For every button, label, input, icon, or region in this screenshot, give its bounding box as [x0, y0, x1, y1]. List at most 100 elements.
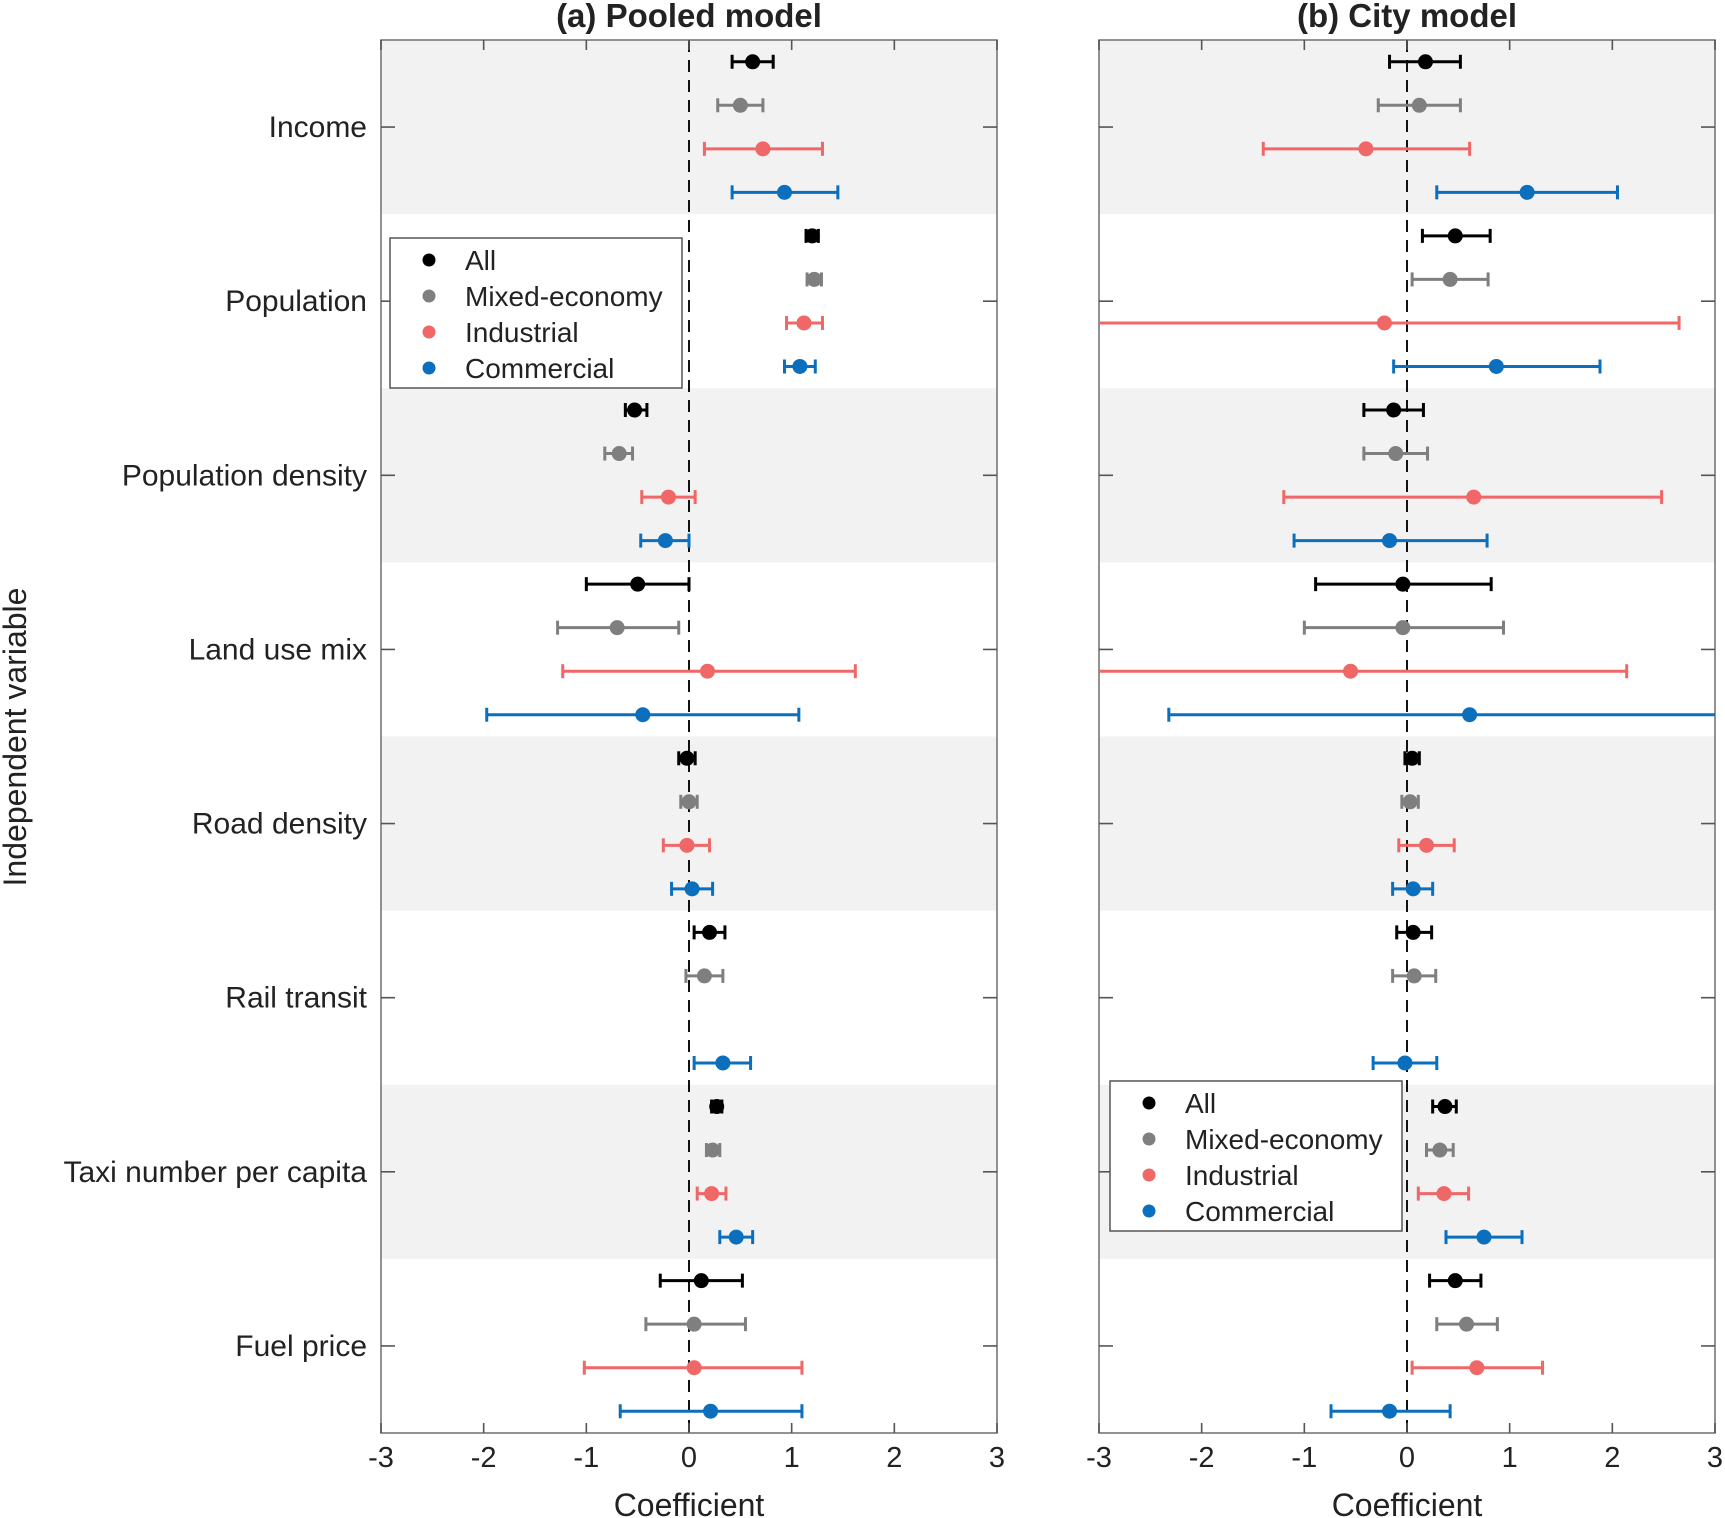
y-category-label-population: Population	[225, 285, 367, 318]
point-all-taxi-number-per-capita	[1437, 1099, 1453, 1115]
point-industrial-fuel-price	[686, 1360, 702, 1376]
y-axis-label: Independent variable	[0, 588, 33, 887]
panel-title: (b) City model	[1297, 0, 1517, 34]
point-industrial-taxi-number-per-capita	[704, 1186, 720, 1202]
legend-label-all: All	[465, 245, 496, 276]
point-industrial-population-density	[1466, 489, 1482, 505]
legend-marker-industrial	[422, 325, 436, 339]
legend-label-all: All	[1185, 1088, 1216, 1119]
legend-marker-mixed-economy	[422, 289, 436, 303]
point-all-rail-transit	[1405, 924, 1421, 940]
point-all-population-density	[627, 402, 643, 418]
y-category-label-taxi-number-per-capita: Taxi number per capita	[64, 1156, 368, 1189]
point-all-fuel-price	[693, 1273, 709, 1289]
y-category-label-road-density: Road density	[192, 808, 367, 841]
point-industrial-land-use-mix	[1343, 663, 1359, 679]
point-all-income	[745, 54, 761, 70]
y-category-label-income: Income	[269, 111, 367, 144]
point-all-fuel-price	[1447, 1273, 1463, 1289]
x-tick-label: 0	[1399, 1442, 1415, 1474]
point-commercial-rail-transit	[715, 1055, 731, 1071]
legend: All Mixed-economy Industrial Commercial	[389, 237, 683, 389]
point-all-population-density	[1386, 402, 1402, 418]
point-mixed-economy-land-use-mix	[609, 620, 625, 636]
point-mixed-economy-income	[1411, 97, 1427, 113]
legend-marker-commercial	[422, 361, 436, 375]
point-industrial-taxi-number-per-capita	[1436, 1186, 1452, 1202]
x-tick-label: -3	[368, 1442, 394, 1474]
point-all-population	[1447, 228, 1463, 244]
point-commercial-taxi-number-per-capita	[728, 1229, 744, 1245]
point-industrial-land-use-mix	[699, 663, 715, 679]
legend-label-mixed-economy: Mixed-economy	[1185, 1124, 1383, 1155]
point-mixed-economy-fuel-price	[686, 1316, 702, 1332]
legend-marker-commercial	[1142, 1204, 1156, 1218]
y-category-label-land-use-mix: Land use mix	[189, 633, 367, 666]
point-industrial-population-density	[660, 489, 676, 505]
x-tick-label: 3	[989, 1442, 1005, 1474]
point-commercial-population	[792, 358, 808, 374]
x-axis-label: Coefficient	[1332, 1487, 1483, 1518]
legend-label-industrial: Industrial	[465, 317, 579, 348]
point-all-income	[1417, 54, 1433, 70]
y-category-label-population-density: Population density	[122, 459, 367, 492]
point-all-land-use-mix	[1395, 576, 1411, 592]
point-commercial-population	[1488, 358, 1504, 374]
legend-box	[389, 237, 683, 389]
panel-title: (a) Pooled model	[556, 0, 822, 34]
x-tick-label: 2	[886, 1442, 902, 1474]
point-mixed-economy-population	[806, 271, 822, 287]
point-all-rail-transit	[702, 924, 718, 940]
x-tick-label: -3	[1086, 1442, 1112, 1474]
legend-marker-all	[1142, 1096, 1156, 1110]
point-industrial-income	[755, 141, 771, 157]
point-all-road-density	[679, 750, 695, 766]
point-all-land-use-mix	[630, 576, 646, 592]
point-mixed-economy-taxi-number-per-capita	[705, 1142, 721, 1158]
x-tick-label: 2	[1604, 1442, 1620, 1474]
x-tick-label: 1	[784, 1442, 800, 1474]
legend-box	[1109, 1080, 1403, 1232]
point-commercial-income	[776, 184, 792, 200]
point-all-road-density	[1404, 750, 1420, 766]
category-band-population-density	[1099, 388, 1715, 563]
point-mixed-economy-rail-transit	[696, 968, 712, 984]
city-model-panel: -3 -2 -1 0 1 2 3 (b) City model Coefficient All Mi…	[1086, 0, 1723, 1518]
legend-marker-all	[422, 253, 436, 267]
x-tick-label: -2	[471, 1442, 497, 1474]
point-industrial-fuel-price	[1469, 1360, 1485, 1376]
point-mixed-economy-population-density	[1388, 446, 1404, 462]
category-band-population-density	[381, 388, 997, 563]
point-industrial-population	[1376, 315, 1392, 331]
legend-label-commercial: Commercial	[465, 353, 614, 384]
legend-marker-industrial	[1142, 1168, 1156, 1182]
y-category-label-fuel-price: Fuel price	[235, 1330, 367, 1363]
point-commercial-taxi-number-per-capita	[1476, 1229, 1492, 1245]
point-commercial-land-use-mix	[1462, 707, 1478, 723]
x-tick-label: -1	[1291, 1442, 1317, 1474]
point-commercial-population-density	[1382, 533, 1398, 549]
legend-label-commercial: Commercial	[1185, 1196, 1334, 1227]
legend-label-industrial: Industrial	[1185, 1160, 1299, 1191]
point-commercial-income	[1519, 184, 1535, 200]
point-mixed-economy-taxi-number-per-capita	[1432, 1142, 1448, 1158]
point-industrial-income	[1358, 141, 1374, 157]
x-tick-label: 1	[1502, 1442, 1518, 1474]
point-commercial-road-density	[684, 881, 700, 897]
legend: All Mixed-economy Industrial Commercial	[1109, 1080, 1403, 1232]
point-commercial-rail-transit	[1397, 1055, 1413, 1071]
point-industrial-population	[796, 315, 812, 331]
pooled-model-panel: -3 -2 -1 0 1 2 3 Income Population Population den…	[64, 0, 1006, 1518]
legend-marker-mixed-economy	[1142, 1132, 1156, 1146]
point-mixed-economy-income	[732, 97, 748, 113]
point-mixed-economy-population	[1442, 271, 1458, 287]
point-all-taxi-number-per-capita	[709, 1099, 725, 1115]
x-tick-label: 0	[681, 1442, 697, 1474]
point-commercial-fuel-price	[1382, 1403, 1398, 1419]
point-mixed-economy-population-density	[611, 446, 627, 462]
x-tick-label: -1	[573, 1442, 599, 1474]
y-category-label-rail-transit: Rail transit	[225, 982, 367, 1015]
point-commercial-road-density	[1405, 881, 1421, 897]
point-mixed-economy-land-use-mix	[1395, 620, 1411, 636]
